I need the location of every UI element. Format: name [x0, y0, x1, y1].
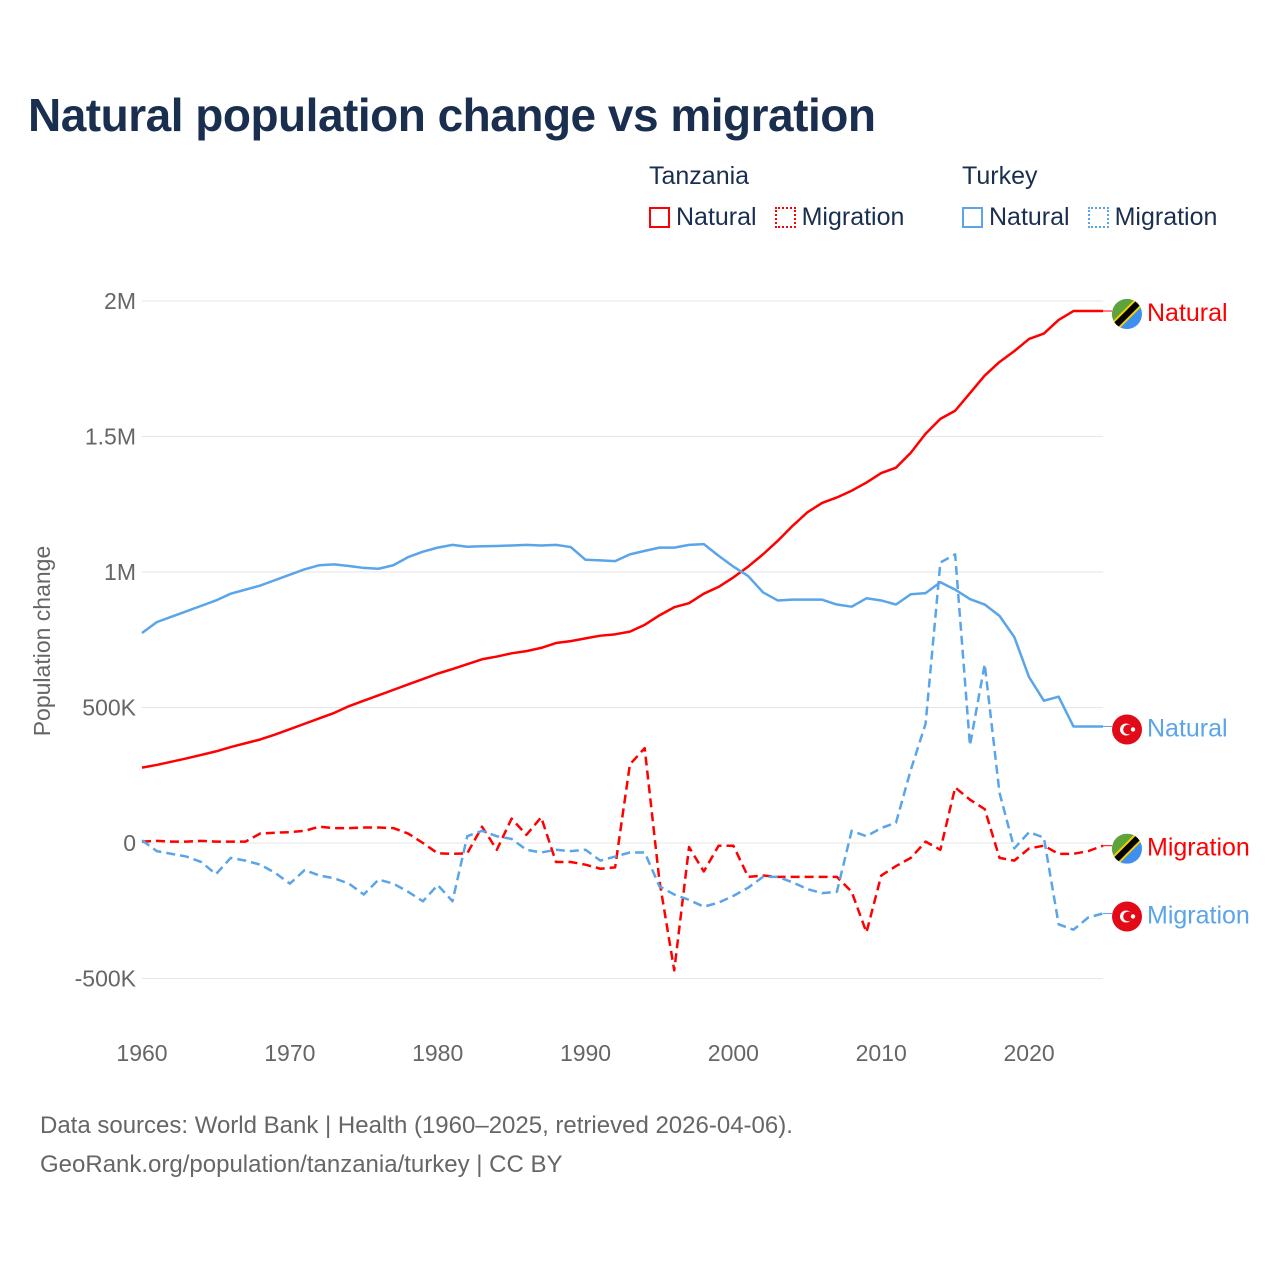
y-axis-label: Population change: [29, 546, 55, 737]
y-tick-label: 500K: [82, 695, 136, 721]
y-tick-label: 0: [123, 830, 136, 856]
flag-crescent-inner: [1123, 724, 1133, 735]
legend-swatch-dotted: [774, 207, 796, 228]
series-line-tanzania-migration: [141, 746, 1104, 972]
series-end-label-tanzania-migration: Migration: [1147, 834, 1250, 862]
source-link[interactable]: GeoRank.org/population/tanzania/turkey |…: [40, 1151, 563, 1178]
y-tick-label: 1.5M: [85, 424, 136, 450]
legend-group-tanzania: Tanzania Natural Migration: [649, 162, 904, 232]
legend-label: Natural: [676, 203, 757, 231]
footer: Data sources: World Bank | Health (1960–…: [40, 1106, 793, 1184]
x-tick-label: 1960: [116, 1040, 167, 1066]
legend-label: Migration: [1114, 203, 1218, 231]
x-tick-label: 2020: [1003, 1040, 1054, 1066]
chart-title: Natural population change vs migration: [28, 89, 876, 141]
legend-group-label: Tanzania: [649, 162, 750, 190]
legend-group-label: Turkey: [962, 162, 1038, 190]
tanzania-flag-icon: [1112, 299, 1142, 330]
legend-swatch-solid: [649, 207, 670, 228]
data-sources: Data sources: World Bank | Health (1960–…: [40, 1112, 793, 1139]
x-tick-label: 1980: [412, 1040, 463, 1066]
legend-item-turkey-natural[interactable]: Natural: [962, 203, 1070, 232]
flag-crescent-inner: [1123, 911, 1133, 922]
x-tick-label: 2000: [708, 1040, 759, 1066]
x-tick-label: 1970: [264, 1040, 315, 1066]
turkey-flag-icon: [1112, 901, 1142, 932]
series-line-tanzania-natural: [141, 309, 1103, 769]
legend-item-tanzania-migration[interactable]: Migration: [774, 203, 905, 232]
legend-label: Migration: [801, 203, 905, 231]
turkey-flag-icon: [1112, 714, 1142, 745]
flag-star: [1130, 914, 1136, 919]
legend-item-turkey-migration[interactable]: Migration: [1087, 203, 1218, 232]
series-end-label-tanzania-natural: Natural: [1147, 299, 1228, 327]
legend-group-turkey: Turkey Natural Migration: [962, 162, 1217, 232]
series-line-turkey-natural: [141, 542, 1103, 728]
series-line-turkey-migration: [141, 553, 1104, 931]
series-end-label-turkey-natural: Natural: [1147, 714, 1228, 742]
x-tick-label: 1990: [560, 1040, 611, 1066]
legend-item-tanzania-natural[interactable]: Natural: [649, 203, 757, 232]
legend-swatch-solid: [962, 207, 983, 228]
flag-body: [1112, 833, 1142, 864]
flag-body: [1112, 299, 1142, 330]
x-tick-label: 2010: [856, 1040, 907, 1066]
legend-swatch-dotted: [1087, 207, 1109, 228]
legend-label: Natural: [989, 203, 1070, 231]
y-tick-label: 1M: [104, 559, 136, 585]
tanzania-flag-icon: [1112, 833, 1142, 864]
y-tick-label: 2M: [104, 288, 136, 314]
flag-star: [1130, 727, 1136, 732]
y-tick-label: -500K: [75, 966, 137, 992]
series-end-label-turkey-migration: Migration: [1147, 901, 1250, 929]
